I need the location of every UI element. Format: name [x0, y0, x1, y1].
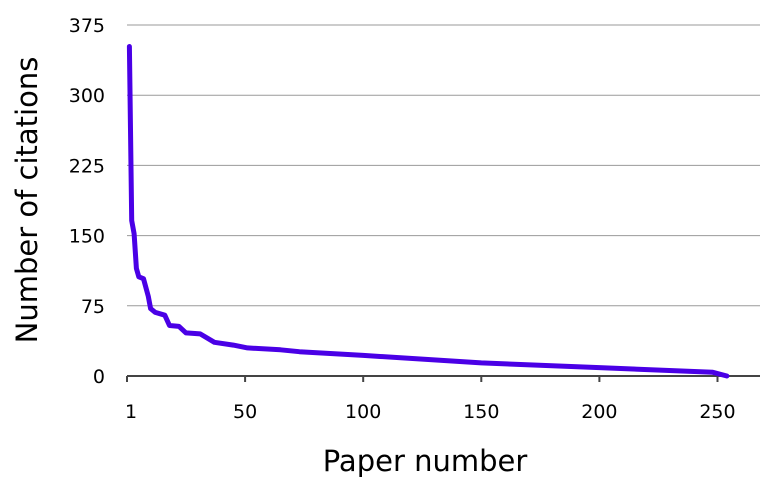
x-tick-label: 250 [699, 401, 735, 423]
x-tick-label: 50 [233, 401, 257, 423]
x-axis: 1 50 100 150 200 250 [125, 375, 760, 423]
series-group [126, 44, 730, 379]
y-axis-label: Number of citations [10, 57, 44, 344]
y-tick-label: 150 [69, 226, 105, 248]
y-tick-labels: 0 75 150 225 300 375 [69, 15, 105, 388]
gridlines [127, 24, 760, 307]
x-axis-label: Paper number [323, 444, 528, 478]
y-tick-label: 0 [93, 366, 105, 388]
x-tick-label: 1 [125, 401, 137, 423]
x-tick-label: 200 [581, 401, 617, 423]
y-tick-label: 375 [69, 15, 105, 37]
y-tick-label: 300 [69, 85, 105, 107]
x-tick-label: 150 [463, 401, 499, 423]
y-tick-label: 225 [69, 155, 105, 177]
y-tick-label: 75 [81, 296, 105, 318]
x-tick-label: 100 [345, 401, 381, 423]
series-line [126, 44, 730, 379]
